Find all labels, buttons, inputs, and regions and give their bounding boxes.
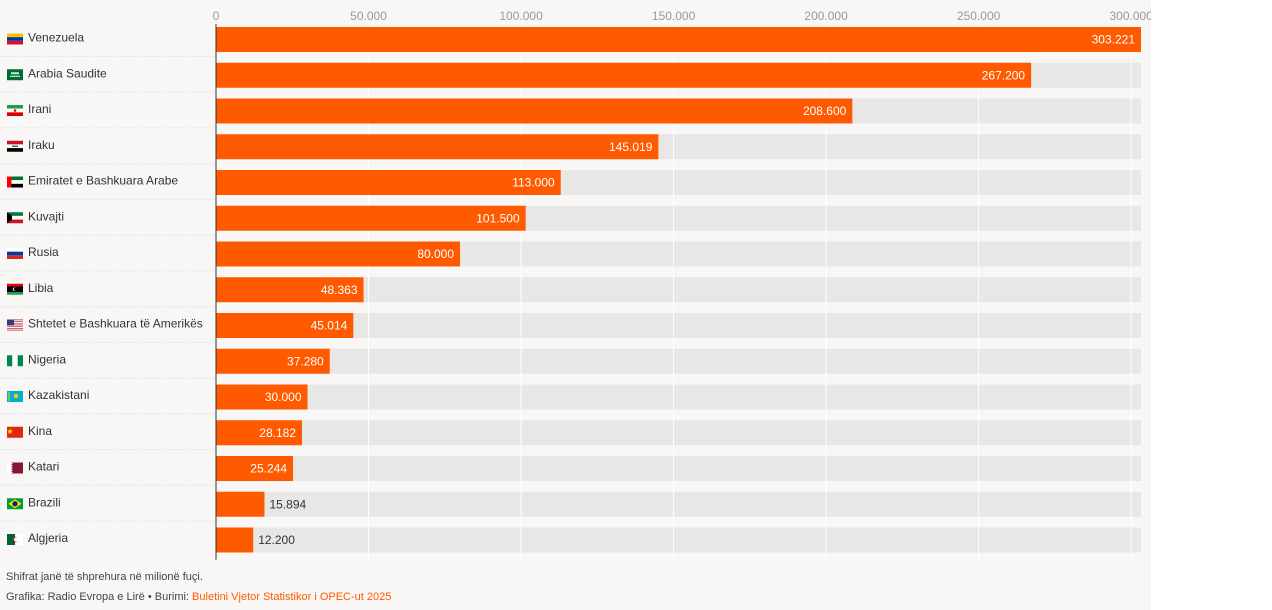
flag-nigeria-icon <box>7 355 23 367</box>
category-label: Kazakistani <box>28 388 89 402</box>
flag-iraq-icon <box>7 140 23 152</box>
flag-venezuela-icon <box>7 33 23 45</box>
tick-label: 50.000 <box>350 9 387 23</box>
flag-brazil-icon <box>7 498 23 510</box>
category-label: Emiratet e Bashkuara Arabe <box>28 174 178 188</box>
bar[interactable] <box>216 241 461 267</box>
flag-kuwait-icon <box>7 212 23 224</box>
bar-value-label: 37.280 <box>287 354 324 368</box>
bar-chart: 0 50.000 100.000 150.000 200.000 250.000 300.0… <box>0 9 1151 560</box>
bar[interactable] <box>216 27 1141 52</box>
bar-value-label: 45.014 <box>311 319 348 333</box>
flag-libya-icon <box>7 283 23 295</box>
bar[interactable] <box>216 348 330 374</box>
chart-credit: Grafika: Radio Evropa e Lirë • Burimi: B… <box>6 591 391 603</box>
flag-russia-icon <box>7 248 23 259</box>
bar-track <box>216 277 1141 303</box>
credit-prefix: Grafika: Radio Evropa e Lirë • Burimi: <box>6 591 193 603</box>
flag-qatar-icon <box>7 462 23 474</box>
category-label: Arabia Saudite <box>28 66 107 80</box>
bar[interactable] <box>216 170 561 195</box>
category-label: Kina <box>28 424 52 438</box>
bar-value-label: 12.200 <box>258 533 295 547</box>
bar-value-label: 113.000 <box>512 176 555 190</box>
chart-panel: 0 50.000 100.000 150.000 200.000 250.000 300.0… <box>0 9 1151 603</box>
bar[interactable] <box>216 62 1032 88</box>
bar[interactable] <box>216 420 302 446</box>
bar-value-label: 15.894 <box>269 497 306 511</box>
bar-track <box>216 456 1141 481</box>
bar[interactable] <box>216 277 364 303</box>
category-label: Irani <box>28 102 51 116</box>
bar-track <box>216 491 1141 517</box>
tick-label: 300.000 <box>1109 9 1151 23</box>
flag-saudi-arabia-icon <box>7 69 23 81</box>
bar-track <box>216 384 1141 410</box>
bar-value-label: 303.221 <box>1092 33 1136 47</box>
bar-value-label: 25.244 <box>250 462 287 476</box>
category-label: Katari <box>28 460 59 474</box>
bar[interactable] <box>216 527 254 553</box>
flag-iran-icon <box>7 105 23 116</box>
flag-china-icon <box>7 426 23 438</box>
bar-value-label: 48.363 <box>321 283 358 297</box>
tick-label: 0 <box>213 9 220 23</box>
bar[interactable] <box>216 98 853 124</box>
category-label: Algjeria <box>28 531 68 545</box>
bar-value-label: 208.600 <box>803 104 847 118</box>
bar-value-label: 28.182 <box>259 426 296 440</box>
flag-uae-icon <box>7 176 23 188</box>
bar[interactable] <box>216 205 526 231</box>
bar-track <box>216 420 1141 446</box>
bar[interactable] <box>216 456 294 481</box>
tick-label: 100.000 <box>499 9 543 23</box>
source-link[interactable]: Buletini Vjetor Statistikor i OPEC-ut 20… <box>192 591 392 603</box>
bar-value-label: 145.019 <box>609 140 653 154</box>
category-label: Kuvajti <box>28 209 64 223</box>
flag-kazakhstan-icon <box>7 391 23 402</box>
bar-track <box>216 348 1141 374</box>
category-label: Libia <box>28 281 54 295</box>
bar-value-label: 101.500 <box>476 211 520 225</box>
bar[interactable] <box>216 384 308 410</box>
bar-value-label: 80.000 <box>417 247 454 261</box>
category-label: Iraku <box>28 138 55 152</box>
category-label: Venezuela <box>28 31 84 45</box>
flag-algeria-icon <box>7 534 23 545</box>
bar-track <box>216 313 1141 338</box>
category-label: Nigeria <box>28 352 66 366</box>
bar[interactable] <box>216 491 265 517</box>
bar-value-label: 30.000 <box>265 390 302 404</box>
tick-label: 250.000 <box>957 9 1001 23</box>
bar-track <box>216 527 1141 553</box>
category-label: Brazili <box>28 495 61 509</box>
flag-usa-icon <box>7 319 23 331</box>
bar[interactable] <box>216 313 354 338</box>
tick-label: 200.000 <box>804 9 848 23</box>
tick-label: 150.000 <box>652 9 696 23</box>
category-label: Rusia <box>28 245 59 259</box>
bar[interactable] <box>216 134 659 160</box>
bar-value-label: 267.200 <box>982 68 1026 82</box>
category-label: Shtetet e Bashkuara të Amerikës <box>28 317 203 331</box>
chart-note: Shifrat janë të shprehura në milionë fuç… <box>6 571 203 583</box>
